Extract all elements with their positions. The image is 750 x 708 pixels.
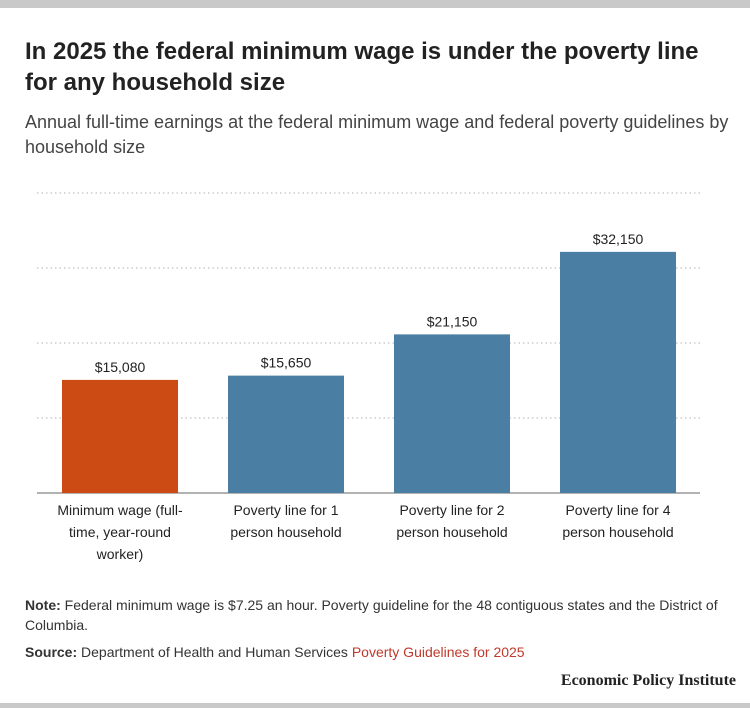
note-label: Note:: [25, 597, 61, 613]
data-label: $15,080: [95, 359, 146, 375]
category-label: person household: [562, 524, 673, 540]
category-label: person household: [396, 524, 507, 540]
category-label: person household: [230, 524, 341, 540]
chart-source: Source: Department of Health and Human S…: [25, 642, 735, 662]
brand-logo-text: Economic Policy Institute: [560, 672, 736, 689]
bottom-border: [0, 703, 750, 708]
data-label: $21,150: [427, 313, 478, 329]
note-text: Federal minimum wage is $7.25 an hour. P…: [25, 597, 718, 633]
category-label: Poverty line for 2: [399, 502, 504, 518]
source-link[interactable]: Poverty Guidelines for 2025: [351, 644, 525, 660]
category-label: Poverty line for 4: [565, 502, 670, 518]
chart-note: Note: Federal minimum wage is $7.25 an h…: [25, 595, 735, 635]
bar: [62, 379, 178, 493]
category-label: Minimum wage (full-: [57, 502, 183, 518]
category-label: Poverty line for 1: [233, 502, 338, 518]
bar: [394, 334, 510, 493]
chart-subtitle: Annual full-time earnings at the federal…: [25, 112, 729, 157]
source-label: Source:: [25, 644, 78, 660]
bar: [560, 251, 676, 493]
top-border: [0, 0, 750, 8]
category-label: time, year-round: [69, 524, 171, 540]
data-label: $15,650: [261, 355, 312, 371]
bar: [228, 375, 344, 493]
data-label: $32,150: [593, 231, 644, 247]
chart-title: In 2025 the federal minimum wage is unde…: [25, 38, 699, 96]
source-text: Department of Health and Human Services: [81, 644, 348, 660]
category-label: worker): [96, 546, 144, 562]
bar-chart: $15,080 Minimum wage (full-time, year-rou…: [37, 192, 700, 562]
